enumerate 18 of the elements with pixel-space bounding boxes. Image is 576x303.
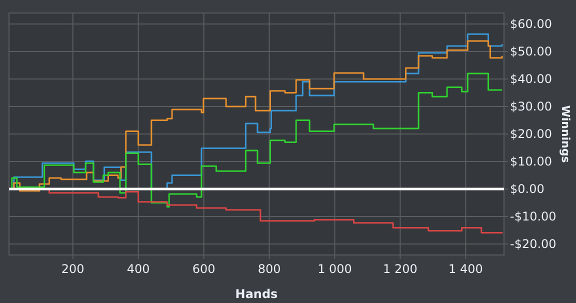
x-tick-label: 800	[258, 262, 281, 276]
x-tick-label: 600	[192, 262, 216, 276]
x-axis-title: Hands	[235, 287, 278, 301]
x-tick-label: 1 400	[448, 262, 483, 276]
y-tick-label: -$10.00	[510, 210, 556, 224]
y-tick-label: $40.00	[510, 72, 552, 86]
y-tick-label: $30.00	[510, 100, 552, 114]
y-tick-label: $50.00	[510, 44, 552, 58]
x-tick-label: 200	[61, 262, 84, 276]
y-tick-label: -$20.00	[510, 237, 556, 251]
y-tick-label: $20.00	[510, 127, 552, 141]
y-axis-title: Winnings	[559, 105, 572, 164]
x-tick-label: 1 000	[318, 262, 352, 276]
x-tick-label: 400	[126, 262, 150, 276]
y-tick-label: $0.00	[510, 182, 544, 196]
y-tick-label: $10.00	[510, 154, 552, 168]
x-tick-label: 1 200	[383, 262, 418, 276]
y-tick-label: $60.00	[510, 17, 552, 31]
